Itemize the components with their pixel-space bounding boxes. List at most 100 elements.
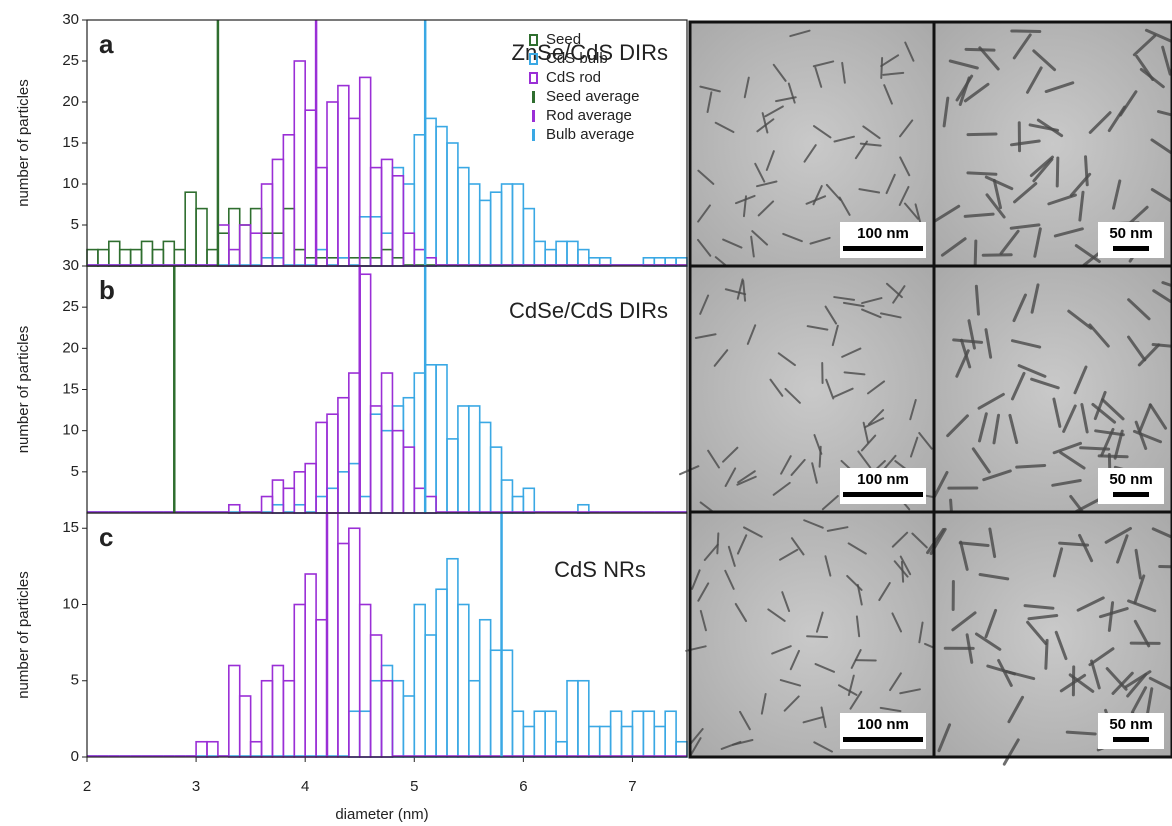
nanorod (722, 446, 739, 463)
nanorod (966, 132, 998, 137)
nanorod (722, 238, 743, 249)
panel-title: CdS NRs (554, 557, 646, 582)
histogram-bar (391, 166, 405, 267)
nanorod (889, 672, 902, 692)
nanorod (1033, 227, 1042, 258)
histogram-bar (184, 191, 197, 267)
nanorod (1023, 604, 1055, 610)
nanorod (988, 527, 997, 559)
histogram-bar (609, 710, 623, 758)
nanorod (824, 305, 838, 325)
nanorod (1107, 601, 1115, 632)
nanorod (940, 237, 967, 257)
nanorod (880, 57, 884, 79)
nanorod (963, 212, 995, 218)
x-tick-label: 2 (83, 778, 91, 795)
histogram-bar (293, 603, 306, 758)
histogram-bar (326, 413, 339, 514)
nanorod (1158, 564, 1172, 569)
histogram-bar (500, 649, 514, 758)
histogram-bar (511, 495, 525, 514)
nanorod (1097, 454, 1129, 459)
nanorod (958, 76, 971, 106)
nanorod (1151, 527, 1172, 539)
nanorod (714, 121, 735, 134)
histogram-bar (511, 710, 525, 758)
nanorod (697, 204, 711, 223)
histogram-bar (293, 60, 306, 267)
nanorod (809, 236, 831, 245)
nanorod (967, 319, 976, 350)
histogram-bar (533, 710, 546, 758)
scale-bar-label: 100 nm (857, 716, 909, 733)
histogram-bar (446, 438, 459, 514)
histogram-bar (282, 679, 296, 758)
nanorod (713, 349, 729, 367)
histogram-bar (402, 446, 416, 514)
histogram-bar (664, 710, 677, 758)
histogram-bar (304, 573, 317, 758)
histogram-bar (369, 634, 383, 758)
nanorod (736, 475, 757, 486)
nanorod (1010, 139, 1041, 147)
histogram-bar (577, 248, 590, 267)
nanorod (691, 569, 701, 590)
x-tick-label: 5 (410, 778, 418, 795)
histogram-bar (478, 421, 492, 514)
legend-label: Seed (546, 31, 581, 48)
nanorod (883, 84, 893, 105)
nanorod (1017, 364, 1047, 378)
y-tick-label: 5 (71, 216, 79, 233)
nanorod (781, 591, 791, 613)
nanorod (727, 545, 736, 567)
nanorod (724, 467, 737, 487)
histogram-bar (348, 710, 361, 758)
nanorod (815, 611, 824, 633)
nanorod (942, 96, 950, 128)
histogram-bar (337, 542, 350, 758)
histogram-bar (358, 216, 372, 267)
nanorod (1150, 188, 1172, 204)
panel-title: CdSe/CdS DIRs (509, 298, 668, 323)
nanorod (1051, 479, 1082, 487)
y-tick-label: 25 (62, 298, 79, 315)
histogram-bar (271, 256, 285, 267)
histogram-bar (271, 503, 285, 514)
nanorod (911, 532, 928, 549)
nanorod (1127, 298, 1151, 321)
y-tick-label: 25 (62, 52, 79, 69)
nanorod (771, 645, 792, 655)
histogram-bar (522, 487, 536, 514)
nanorod (707, 449, 720, 469)
scale-bar (843, 492, 923, 497)
nanorod (867, 380, 886, 395)
micrograph: 100 nm (679, 264, 936, 516)
nanorod (837, 684, 858, 696)
nanorod (1091, 402, 1117, 424)
nanorod (982, 469, 1012, 482)
histogram-bar (500, 183, 514, 267)
histogram-bar (238, 224, 252, 267)
histogram-bar (358, 256, 372, 267)
nanorod (859, 142, 882, 147)
histogram-bar (424, 117, 437, 267)
nanorod (1101, 398, 1125, 421)
y-axis-label: number of particles (15, 326, 32, 454)
nanorod (1126, 673, 1148, 698)
nanorod (981, 253, 1013, 257)
histogram-panel: 5 10 15 20 25 30 b CdSe/CdS DIRs number of parti… (15, 257, 688, 514)
nanorod (978, 46, 1000, 71)
histogram-bar (293, 471, 306, 514)
histogram-bar (337, 471, 350, 514)
histogram-bar (555, 240, 568, 267)
nanorod (772, 63, 787, 82)
histogram-bar (162, 240, 176, 267)
nanorod (831, 324, 839, 347)
nanorod (1112, 179, 1122, 210)
histogram-bar (358, 76, 372, 267)
nanorod (984, 328, 993, 359)
histogram-bar (402, 695, 416, 758)
nanorod (806, 325, 829, 331)
histogram-bar (457, 603, 470, 758)
nanorod (1100, 427, 1115, 457)
